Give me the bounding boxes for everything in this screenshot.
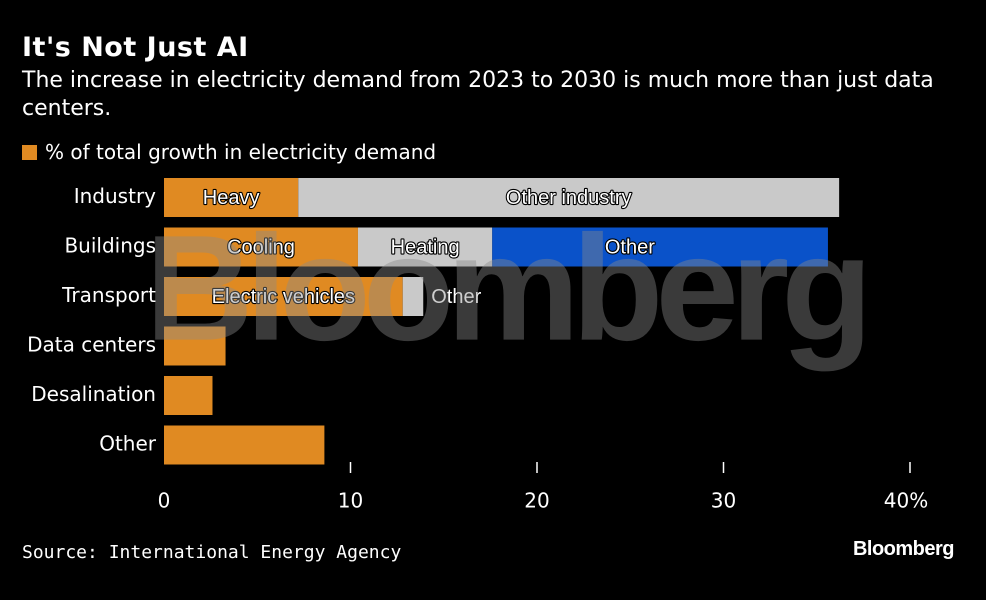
category-label: Other (99, 432, 157, 456)
bar-segment (164, 277, 403, 316)
chart-subtitle: The increase in electricity demand from … (22, 68, 934, 121)
bar-segment (164, 178, 299, 217)
bar-segment (164, 326, 226, 366)
chart-title: It's Not Just AI (22, 32, 249, 63)
segment-label: Heating (391, 236, 460, 258)
x-tick-label: 30 (711, 489, 736, 513)
bar-segment (492, 227, 828, 267)
segment-label: Heavy (203, 187, 260, 209)
bar-segment (357, 227, 493, 267)
category-label: Desalination (31, 382, 156, 406)
segment-label: Other (605, 236, 655, 258)
bar-segment (402, 277, 424, 316)
category-label: Transport (61, 283, 156, 307)
segment-label: Other industry (506, 187, 632, 209)
x-tick-label: 20 (524, 489, 549, 513)
x-tick-label: 0 (158, 489, 171, 513)
segment-label: Other (431, 286, 481, 308)
bar-segment (164, 227, 358, 267)
category-label: Data centers (27, 333, 156, 357)
bar-segment (164, 376, 213, 415)
category-label: Industry (74, 184, 156, 208)
source-note: Source: International Energy Agency (22, 542, 402, 563)
legend: % of total growth in electricity demand (22, 140, 436, 164)
segment-label: Electric vehicles (212, 286, 355, 308)
legend-swatch (22, 144, 37, 160)
bloomberg-logo: Bloomberg (852, 538, 955, 560)
x-tick-label: 40% (884, 489, 928, 513)
bar-segment (164, 425, 325, 465)
legend-label: % of total growth in electricity demand (45, 140, 437, 164)
segment-label: Cooling (227, 236, 295, 258)
category-label: Buildings (64, 234, 156, 258)
x-tick-label: 10 (338, 489, 363, 513)
bar-segment (298, 178, 840, 217)
bloomberg-watermark: Bloomberg (145, 204, 865, 372)
